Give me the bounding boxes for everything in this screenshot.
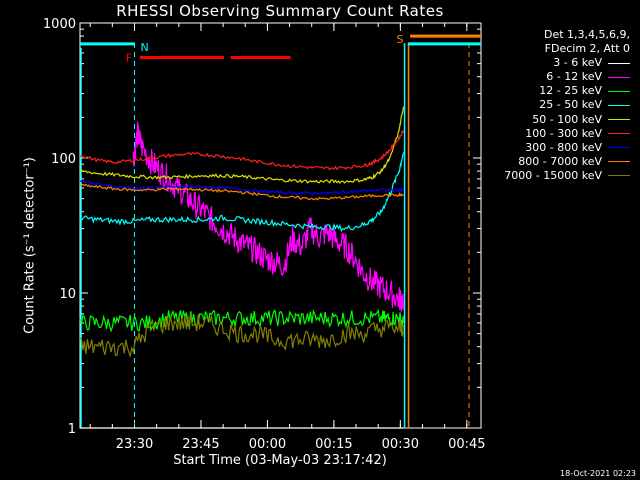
legend: Det 1,3,4,5,6,9, FDecim 2, Att 0 3 - 6 k… <box>480 28 632 183</box>
legend-header-decimation: FDecim 2, Att 0 <box>544 42 630 56</box>
generation-timestamp: 18-Oct-2021 02:23 <box>560 469 636 478</box>
legend-swatch <box>608 175 630 177</box>
x-tick-label: 00:45 <box>448 437 485 452</box>
series-line-800-7000-kev <box>79 183 404 201</box>
series-line-100-300-kev <box>79 130 405 171</box>
legend-label: 25 - 50 keV <box>539 98 602 112</box>
legend-entry: 100 - 300 keV <box>480 127 632 141</box>
x-tick-label: 23:45 <box>182 437 219 452</box>
legend-entry: 6 - 12 keV <box>480 70 632 84</box>
flare-marker-label: F <box>126 52 132 65</box>
y-tick-label: 1000 <box>43 17 76 32</box>
series-line-7000-15000-kev <box>79 313 405 359</box>
legend-swatch <box>608 133 630 135</box>
legend-swatch <box>608 76 630 78</box>
legend-label: 50 - 100 keV <box>532 112 602 126</box>
x-axis-label: Start Time (03-May-03 23:17:42) <box>173 453 387 468</box>
night-marker-label: N <box>141 41 149 54</box>
legend-swatch <box>608 119 630 121</box>
legend-entry: 300 - 800 keV <box>480 141 632 155</box>
legend-swatch <box>608 105 630 107</box>
legend-entry: 50 - 100 keV <box>480 113 632 127</box>
chart-title: RHESSI Observing Summary Count Rates <box>116 2 444 20</box>
legend-label: 12 - 25 keV <box>539 84 602 98</box>
legend-entry: 12 - 25 keV <box>480 84 632 98</box>
legend-label: 7000 - 15000 keV <box>504 168 602 182</box>
y-tick-label: 10 <box>59 287 76 302</box>
legend-label: 6 - 12 keV <box>546 70 602 84</box>
y-tick-label: 1 <box>68 422 76 437</box>
legend-swatch <box>608 147 630 149</box>
series-line-25-50-kev <box>79 152 405 233</box>
saa-marker-label: S <box>397 33 404 46</box>
x-tick-label: 23:30 <box>116 437 153 452</box>
legend-entry: 7000 - 15000 keV <box>480 169 632 183</box>
legend-entry: 800 - 7000 keV <box>480 155 632 169</box>
series-line-12-25-kev <box>79 308 405 333</box>
x-tick-label: 00:30 <box>382 437 419 452</box>
legend-label: 300 - 800 keV <box>525 140 602 154</box>
legend-swatch <box>608 161 630 163</box>
legend-entry: 3 - 6 keV <box>480 56 632 70</box>
y-tick-label: 100 <box>51 152 76 167</box>
legend-swatch <box>608 62 630 64</box>
series-line-50-100-kev <box>79 106 405 184</box>
legend-label: 100 - 300 keV <box>525 126 602 140</box>
series-line-300-800-kev <box>79 179 404 196</box>
y-axis-label: Count Rate (s⁻¹ detector⁻¹) <box>22 157 38 334</box>
series-line-6-12-kev <box>132 121 405 312</box>
x-tick-label: 00:00 <box>249 437 286 452</box>
legend-swatch <box>608 90 630 92</box>
legend-label: 3 - 6 keV <box>553 56 602 70</box>
legend-label: 800 - 7000 keV <box>518 154 602 168</box>
legend-header-detectors: Det 1,3,4,5,6,9, <box>543 28 630 41</box>
x-tick-label: 00:15 <box>315 437 352 452</box>
legend-entry: 25 - 50 keV <box>480 98 632 112</box>
